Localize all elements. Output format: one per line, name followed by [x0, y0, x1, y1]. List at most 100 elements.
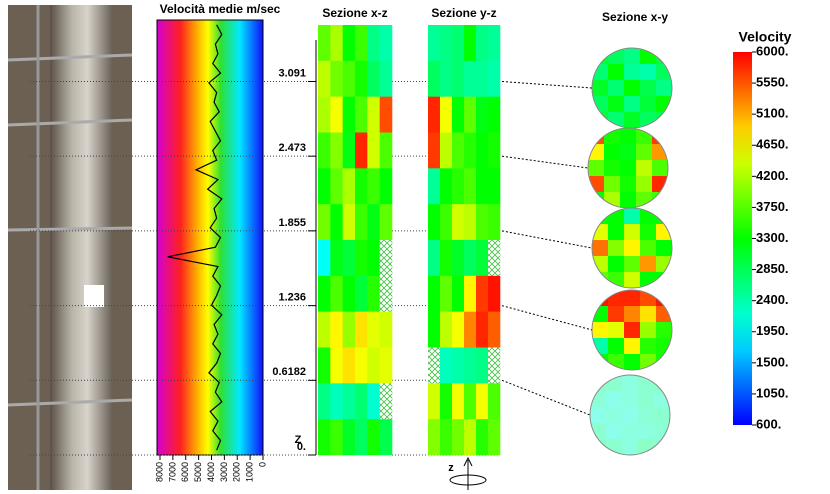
cell: [330, 25, 343, 62]
slice-cell: [654, 391, 670, 408]
slice-cell: [624, 256, 641, 273]
cell: [452, 132, 465, 169]
cell: [379, 60, 393, 97]
slice-cell: [624, 322, 641, 339]
slice-cell: [606, 375, 623, 392]
slice-cell: [640, 290, 657, 307]
slice-cell: [624, 338, 641, 355]
slice-cell: [640, 208, 657, 225]
cb-label: 2850.: [756, 261, 789, 276]
slice-cell: [652, 192, 668, 208]
cell: [464, 25, 477, 62]
cell: [318, 419, 331, 456]
cell: [464, 96, 477, 133]
cell: [476, 383, 489, 420]
slice-cell: [622, 423, 639, 440]
slice-cell: [640, 48, 657, 65]
y-tick-label: 2.473: [278, 142, 306, 154]
slice-cell: [592, 354, 609, 370]
cell: [440, 240, 453, 277]
slice-cell: [592, 48, 609, 65]
leader: [501, 230, 593, 249]
slice-cell: [638, 391, 655, 408]
cell: [452, 168, 465, 205]
cell: [367, 347, 380, 384]
cell: [330, 132, 343, 169]
cell: [342, 240, 356, 277]
slice-cell: [640, 354, 657, 370]
cb-label: 5550.: [756, 75, 789, 90]
cell: [379, 311, 393, 348]
cell: [330, 419, 343, 456]
slice-cell: [622, 391, 639, 408]
slice-cell: [620, 160, 637, 177]
slice-cell: [604, 192, 621, 208]
slice-cell: [624, 80, 641, 97]
y-tick-label: 1.236: [278, 292, 306, 304]
cell: [464, 60, 477, 97]
slice-cell: [656, 224, 672, 241]
slice-cell: [636, 176, 653, 193]
z-label: Z: [295, 434, 302, 446]
cell: [488, 311, 501, 348]
cell: [318, 347, 331, 384]
cell: [330, 204, 343, 241]
slice-cell: [624, 290, 641, 307]
cb-label: 2400.: [756, 292, 789, 307]
cell: [476, 60, 489, 97]
cell: [440, 25, 453, 62]
y-tick-label: 0.6182: [272, 366, 306, 378]
cell: [355, 240, 368, 277]
slice-cell: [656, 112, 672, 128]
cell: [452, 311, 465, 348]
cell: [318, 311, 331, 348]
cell: [440, 347, 453, 384]
slice-cell: [606, 423, 623, 440]
slice-cell: [638, 407, 655, 424]
slice-cell: [590, 407, 607, 424]
cell: [367, 25, 380, 62]
slice-cell: [608, 208, 625, 225]
cell: [440, 383, 453, 420]
slice-cell: [652, 160, 668, 177]
cell: [428, 96, 441, 133]
y-tick-label: 0.: [297, 441, 306, 453]
cell: [440, 168, 453, 205]
cell: [355, 25, 368, 62]
slice-cell: [624, 64, 641, 81]
slice-cell: [588, 160, 605, 177]
cell: [452, 204, 465, 241]
slice-cell: [608, 48, 625, 65]
hatched-cell: [428, 347, 441, 384]
cell: [379, 96, 393, 133]
cell: [476, 204, 489, 241]
cell: [342, 311, 356, 348]
cell: [342, 419, 356, 456]
slice-cell: [604, 128, 621, 145]
slice-cell: [656, 64, 672, 81]
slice-cell: [608, 290, 625, 307]
x-tick-label: 1000: [245, 462, 255, 482]
cell: [428, 168, 441, 205]
slice-cell: [592, 80, 609, 97]
cell: [428, 240, 441, 277]
slice-cell: [622, 439, 639, 455]
slice-cell: [624, 224, 641, 241]
cell: [464, 383, 477, 420]
slice-cell: [654, 423, 670, 440]
cell: [452, 419, 465, 456]
x-tick-label: 8000: [154, 462, 164, 482]
slice-cell: [608, 96, 625, 113]
cell: [342, 60, 356, 97]
cell: [355, 204, 368, 241]
hatched-cell: [379, 275, 393, 312]
slice-cell: [590, 423, 607, 440]
cell: [476, 168, 489, 205]
cell: [355, 132, 368, 169]
slice-cell: [590, 391, 607, 408]
slice-cell: [656, 338, 672, 355]
cell: [318, 204, 331, 241]
slice-cell: [592, 240, 609, 257]
cell: [330, 60, 343, 97]
